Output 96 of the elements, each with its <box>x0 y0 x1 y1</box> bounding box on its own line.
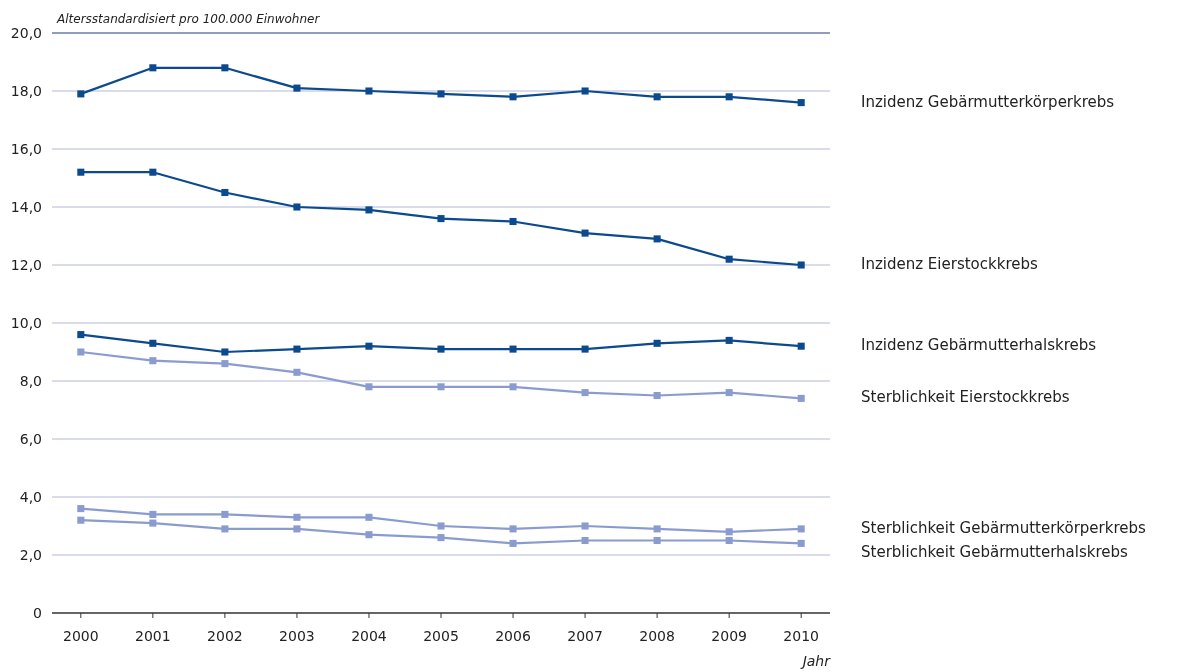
x-tick-label: 2006 <box>495 628 531 644</box>
point <box>509 345 517 353</box>
y-tick-label: 18,0 <box>10 82 42 99</box>
y-tick-label: 4,0 <box>19 488 42 505</box>
y-tick-label: 6,0 <box>19 430 42 447</box>
y-tick-label: 20,0 <box>10 24 42 41</box>
point <box>77 348 85 356</box>
y-tick-label: 14,0 <box>10 198 42 215</box>
x-tick-label: 2000 <box>62 628 99 644</box>
point <box>653 93 661 101</box>
point <box>149 519 157 527</box>
point <box>365 87 373 95</box>
point <box>653 339 661 347</box>
text: Sterblichkeit Gebärmutterkörperkrebs <box>861 518 1147 537</box>
text: Inzidenz Gebärmutterhalskrebs <box>861 336 1097 355</box>
point <box>221 510 229 518</box>
y-tick-label: 10,0 <box>10 314 42 331</box>
point <box>221 360 229 368</box>
point <box>293 203 301 211</box>
point <box>725 336 733 344</box>
point <box>509 525 517 533</box>
point <box>437 534 445 542</box>
point <box>149 510 157 518</box>
point <box>653 525 661 533</box>
y-axis-title: Altersstandardisiert pro 100.000 Einwohner <box>56 12 321 26</box>
x-tick-label: 2003 <box>279 628 315 644</box>
point <box>221 525 229 533</box>
point <box>437 90 445 98</box>
point <box>581 536 589 545</box>
point <box>365 513 373 521</box>
y-tick-label: 0 <box>33 604 42 621</box>
point <box>77 168 85 176</box>
x-tick-label: 2009 <box>711 628 747 644</box>
point <box>581 229 589 237</box>
point <box>797 525 805 533</box>
point <box>365 342 373 350</box>
point <box>509 383 517 391</box>
point <box>221 348 229 356</box>
x-tick-label: 2004 <box>351 628 387 644</box>
text: Sterblichkeit Eierstockkrebs <box>861 388 1070 407</box>
x-tick-label: 2002 <box>207 628 243 644</box>
y-tick-label: 16,0 <box>10 140 42 157</box>
point <box>437 215 445 223</box>
point <box>293 345 301 353</box>
point <box>365 531 373 539</box>
point <box>653 536 661 545</box>
x-tick-label: 2008 <box>639 628 675 644</box>
point <box>293 368 301 376</box>
point <box>581 389 589 397</box>
point <box>509 217 517 226</box>
point <box>653 235 661 243</box>
point <box>77 516 85 524</box>
point <box>797 342 805 350</box>
point <box>221 64 229 72</box>
point <box>581 345 589 353</box>
point <box>149 64 157 72</box>
point <box>149 339 157 347</box>
point <box>293 513 301 521</box>
x-tick-label: 2007 <box>567 628 603 644</box>
text: Inzidenz Eierstockkrebs <box>861 255 1038 273</box>
point <box>149 357 157 365</box>
x-tick-label: 2001 <box>135 628 171 644</box>
y-tick-label: 2,0 <box>19 546 42 563</box>
y-tick-label: 8,0 <box>19 372 42 389</box>
point <box>437 345 445 353</box>
point <box>365 383 373 391</box>
x-tick-label: 2005 <box>423 628 459 644</box>
x-tick-label: 2010 <box>783 628 820 644</box>
point <box>293 525 301 533</box>
point <box>437 383 445 391</box>
point <box>77 90 85 98</box>
point <box>149 168 157 176</box>
point <box>221 188 229 197</box>
point <box>725 389 733 397</box>
x-axis-title: Jahr <box>799 653 832 669</box>
point <box>725 93 733 101</box>
text: Sterblichkeit Gebärmutterhalskrebs <box>861 542 1129 561</box>
point <box>581 87 589 95</box>
point <box>725 528 733 536</box>
point <box>293 84 301 92</box>
point <box>725 536 733 545</box>
point <box>581 522 589 530</box>
point <box>77 505 85 513</box>
point <box>437 522 445 530</box>
point <box>797 261 805 269</box>
text: Inzidenz Gebärmutterkörperkrebs <box>861 92 1115 111</box>
point <box>653 391 661 400</box>
point <box>797 99 805 107</box>
point <box>77 331 85 339</box>
point <box>509 539 517 547</box>
point <box>797 394 805 402</box>
point <box>365 206 373 214</box>
point <box>725 255 733 263</box>
point <box>509 93 517 101</box>
point <box>797 539 805 547</box>
y-tick-label: 12,0 <box>10 256 42 273</box>
